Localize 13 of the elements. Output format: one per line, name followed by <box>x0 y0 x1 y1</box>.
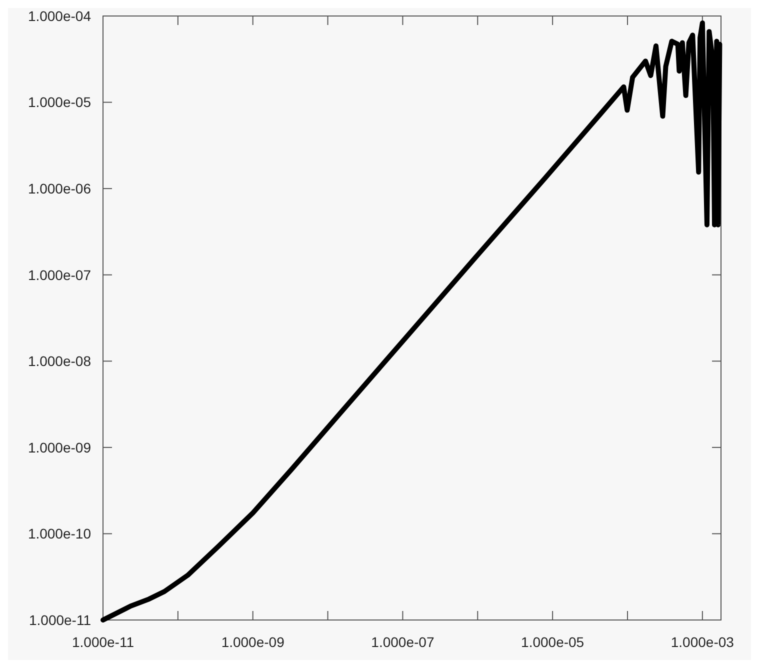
y-tick-label: 1.000e-11 <box>28 612 92 628</box>
x-tick-label: 1.000e-09 <box>221 634 285 650</box>
y-tick-label: 1.000e-07 <box>28 266 92 283</box>
y-tick-label: 1.000e-08 <box>28 353 92 370</box>
x-tick-label: 1.000e-03 <box>670 634 734 650</box>
y-tick-label: 1.000e-06 <box>28 180 92 196</box>
x-tick-label: 1.000e-05 <box>521 634 584 650</box>
y-tick-label: 1.000e-10 <box>28 526 92 542</box>
y-tick-label: 1.000e-09 <box>28 439 92 456</box>
y-tick-label: 1.000e-04 <box>28 8 92 24</box>
y-tick-label: 1.000e-05 <box>28 94 92 110</box>
x-tick-label: 1.000e-11 <box>72 634 134 650</box>
x-tick-label: 1.000e-07 <box>371 634 434 650</box>
